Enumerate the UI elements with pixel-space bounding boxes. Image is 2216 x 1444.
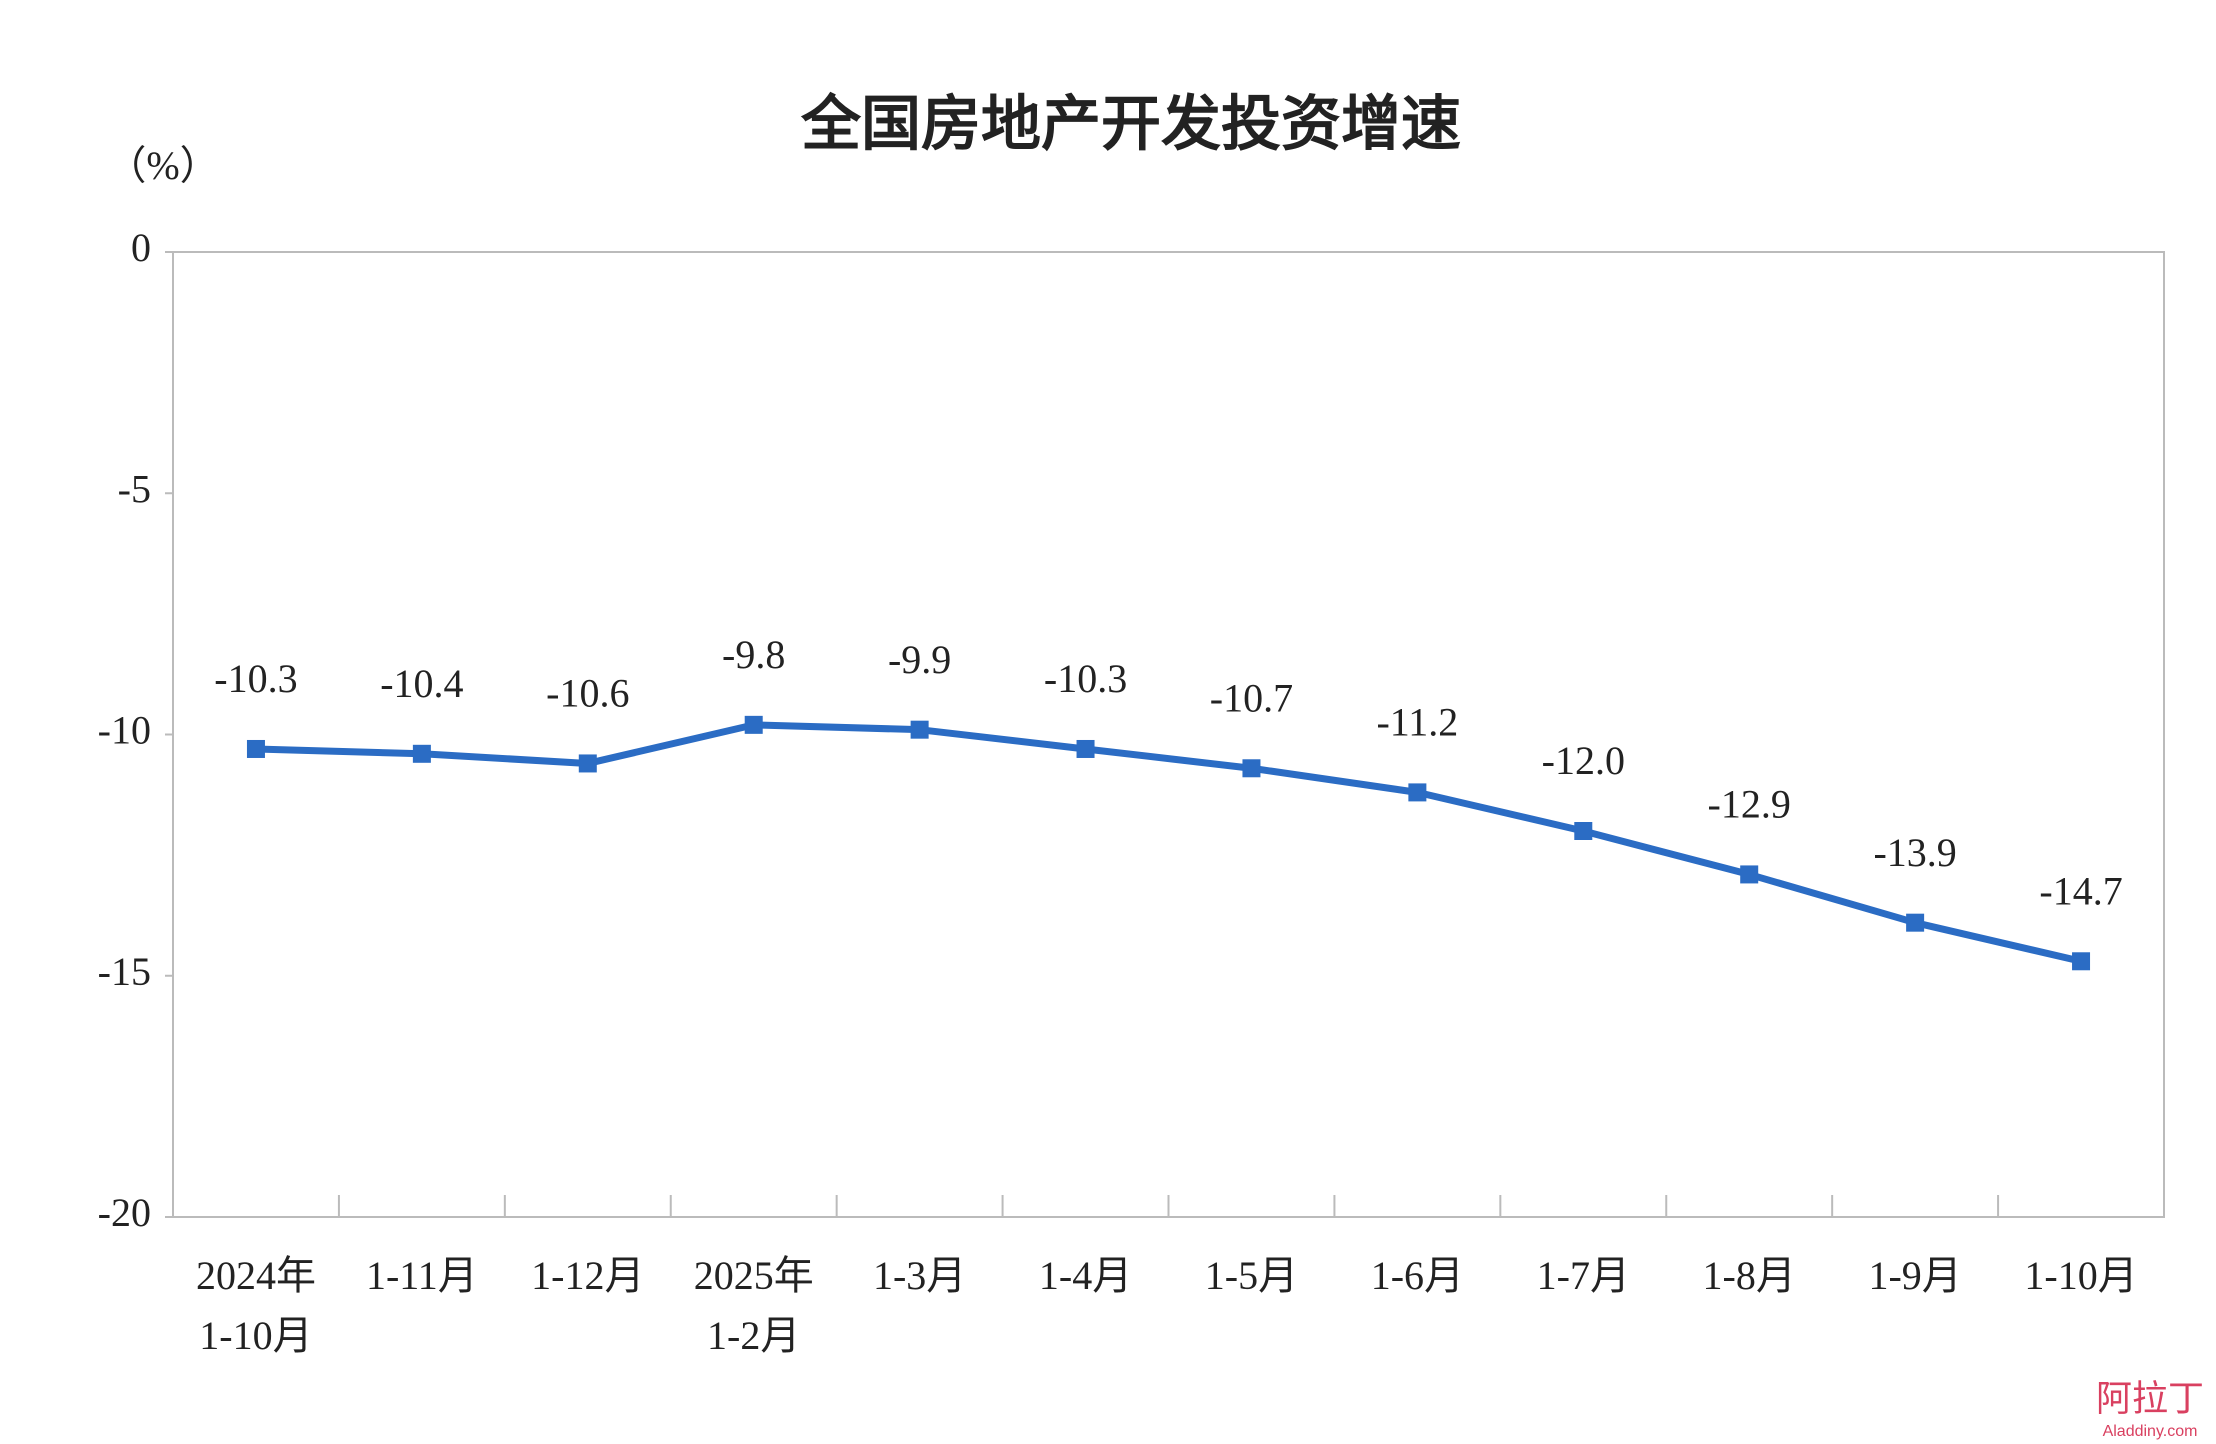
value-label: -10.3 (214, 656, 297, 701)
marker (910, 720, 929, 739)
marker (1906, 913, 1925, 932)
value-label: -10.4 (380, 661, 463, 706)
value-label: -9.8 (722, 632, 785, 677)
marker (246, 739, 265, 758)
x-tick-label: 1-8月 (1703, 1253, 1796, 1298)
value-label: -10.6 (546, 671, 629, 716)
marker (744, 715, 763, 734)
plot-frame (172, 251, 2165, 1218)
value-label: -12.0 (1542, 738, 1625, 783)
value-label: -11.2 (1376, 700, 1458, 745)
y-tick-label: -20 (98, 1190, 151, 1235)
value-label: -12.9 (1708, 782, 1791, 827)
x-tick-label: 1-9月 (1868, 1253, 1961, 1298)
y-tick-label: -5 (118, 466, 151, 511)
x-tick-label: 1-5月 (1205, 1253, 1298, 1298)
x-tick-label: 1-10月 (199, 1313, 312, 1358)
line (255, 721, 2082, 965)
x-tick-label: 2025年 (694, 1253, 814, 1298)
x-tick-label: 1-12月 (531, 1253, 644, 1298)
y-tick-label: -15 (98, 949, 151, 994)
value-label: -9.9 (888, 637, 951, 682)
marker (1574, 822, 1593, 840)
y-axis-label: （%） (106, 143, 219, 188)
watermark: 阿拉丁 (2096, 1378, 2204, 1418)
marker (1076, 739, 1095, 758)
x-tick-label: 1-3月 (873, 1253, 966, 1298)
x-tick-label: 1-6月 (1371, 1253, 1464, 1298)
value-label: -10.7 (1210, 675, 1293, 720)
marker (1242, 759, 1261, 778)
value-label: -13.9 (1873, 830, 1956, 875)
marker (2072, 952, 2091, 971)
y-tick-label: 0 (131, 225, 151, 270)
marker (1408, 783, 1427, 802)
x-tick-label: 2024年 (196, 1253, 316, 1298)
marker (412, 744, 431, 763)
marker (578, 754, 597, 773)
value-label: -10.3 (1044, 656, 1127, 701)
x-tick-label: 1-10月 (2024, 1253, 2137, 1298)
x-tick-label: 1-11月 (366, 1253, 478, 1298)
watermark-url: Aladdiny.com (2103, 1423, 2198, 1440)
marker (1740, 865, 1759, 884)
y-tick-label: -10 (98, 708, 151, 753)
x-tick-label: 1-4月 (1039, 1253, 1132, 1298)
chart-title: 全国房地产开发投资增速 (800, 90, 1461, 160)
value-label: -14.7 (2039, 868, 2122, 913)
x-tick-label: 1-2月 (707, 1313, 800, 1358)
x-tick-label: 1-7月 (1537, 1253, 1630, 1298)
